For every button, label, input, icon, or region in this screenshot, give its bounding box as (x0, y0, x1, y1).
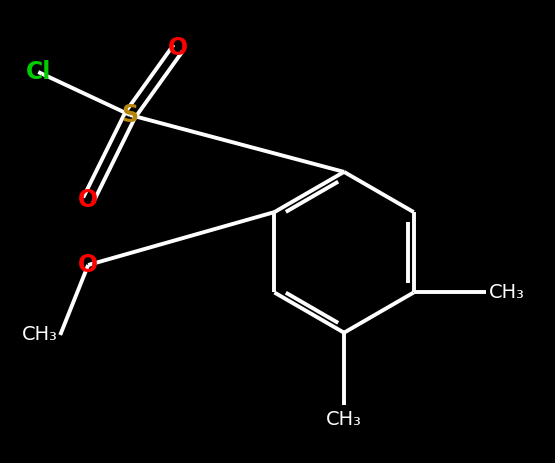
Text: O: O (78, 188, 98, 212)
Text: O: O (168, 36, 188, 60)
Text: CH₃: CH₃ (326, 410, 362, 429)
Text: S: S (122, 103, 139, 127)
Text: O: O (78, 253, 98, 277)
Text: CH₃: CH₃ (22, 325, 57, 344)
Text: CH₃: CH₃ (488, 283, 524, 302)
Text: Cl: Cl (26, 60, 51, 84)
